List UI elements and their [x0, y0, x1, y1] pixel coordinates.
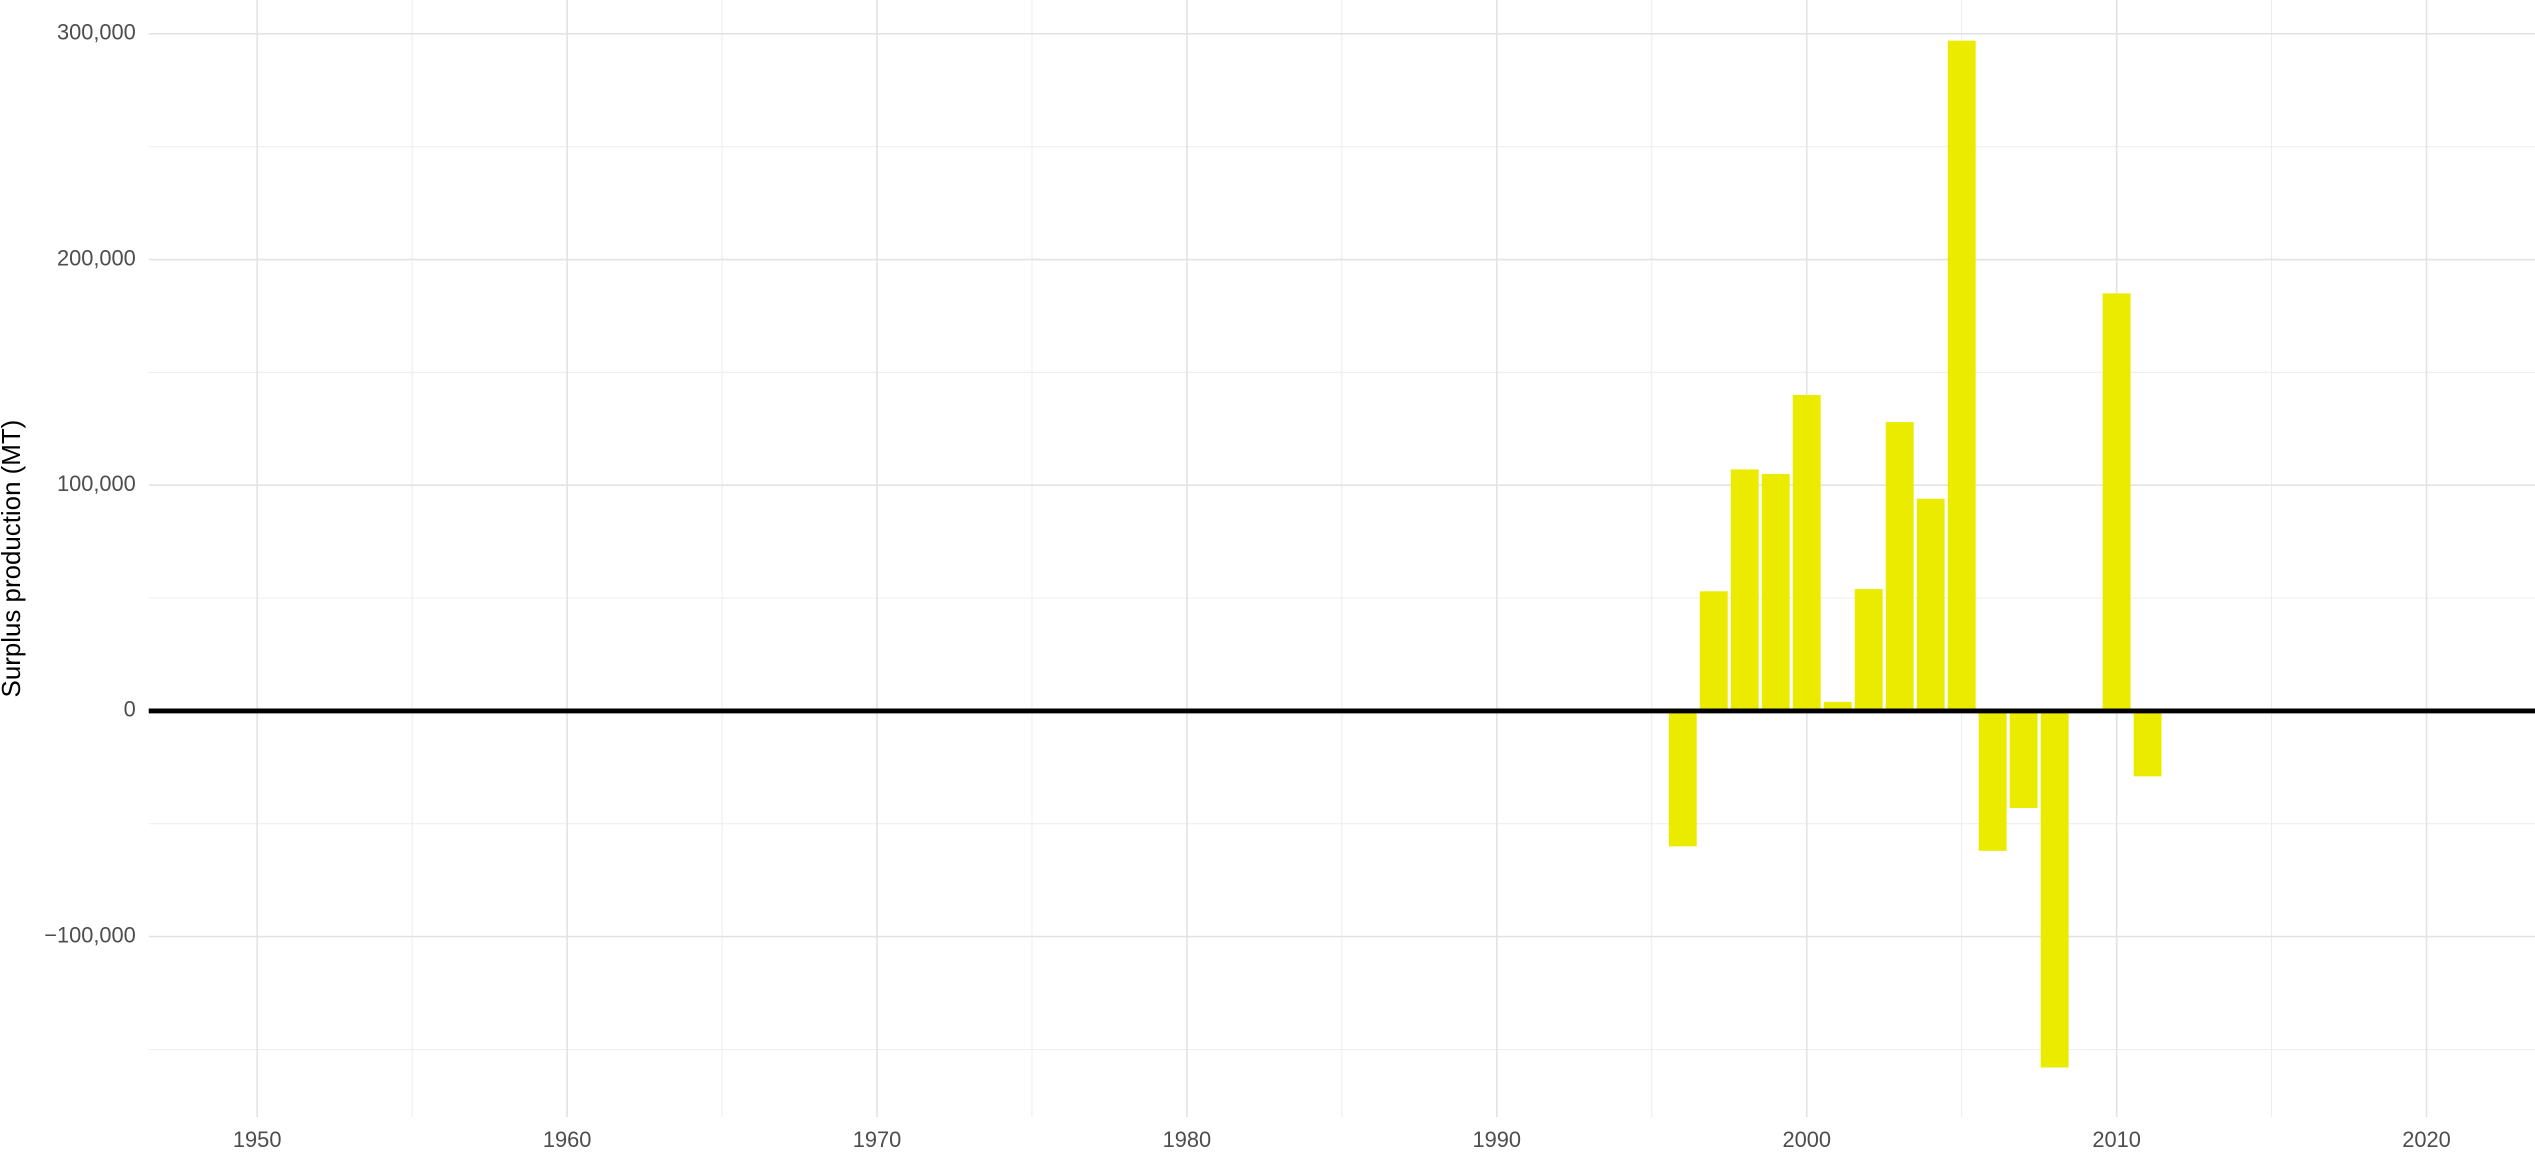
y-tick-label: 0	[124, 697, 136, 722]
bar	[2102, 293, 2131, 711]
y-tick-label: 200,000	[57, 245, 136, 270]
bar	[1916, 498, 1945, 711]
bar	[1699, 591, 1728, 711]
bar	[1792, 394, 1821, 711]
bar	[1761, 473, 1790, 711]
x-tick-label: 2000	[1782, 1127, 1831, 1152]
x-tick-label: 2020	[2402, 1127, 2451, 1152]
y-axis-title: Surplus production (MT)	[0, 420, 26, 698]
bar	[2133, 710, 2162, 777]
bar	[1947, 40, 1976, 711]
x-tick-label: 1950	[233, 1127, 282, 1152]
bar	[1668, 710, 1697, 847]
bar	[1854, 589, 1883, 711]
y-tick-label: 300,000	[57, 20, 136, 45]
bar	[1823, 701, 1852, 711]
bar	[1885, 422, 1914, 711]
x-tick-label: 2010	[2092, 1127, 2141, 1152]
y-tick-label: 100,000	[57, 471, 136, 496]
x-tick-label: 1970	[853, 1127, 902, 1152]
bar	[2040, 710, 2069, 1068]
x-tick-label: 1990	[1473, 1127, 1522, 1152]
bar	[2009, 710, 2038, 808]
x-tick-label: 1960	[543, 1127, 592, 1152]
bar	[1730, 469, 1759, 711]
x-tick-label: 1980	[1163, 1127, 1212, 1152]
y-tick-label: −100,000	[44, 922, 136, 947]
bar	[1978, 710, 2007, 851]
